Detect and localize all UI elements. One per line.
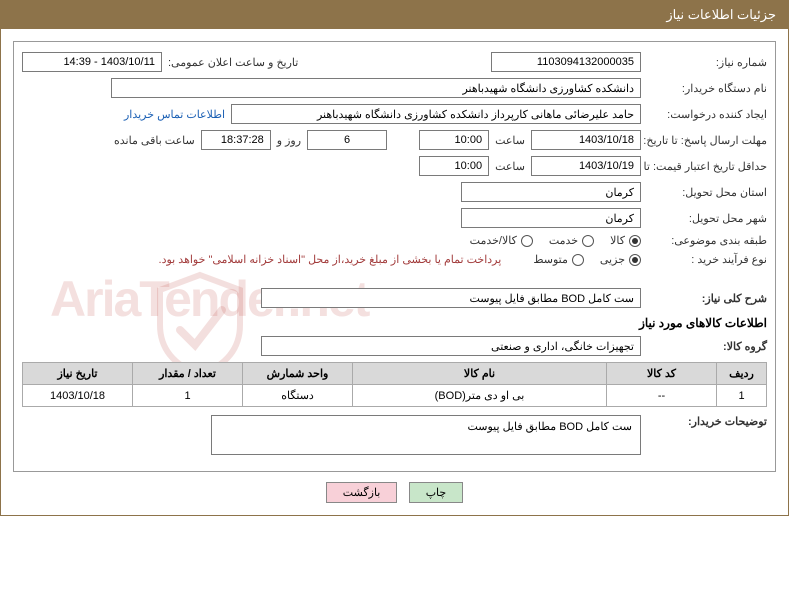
price-validity-label: حداقل تاریخ اعتبار قیمت: تا تاریخ: bbox=[647, 160, 767, 173]
radio-minor[interactable] bbox=[629, 254, 641, 266]
time-label-1: ساعت bbox=[495, 134, 525, 147]
delivery-city-label: شهر محل تحویل: bbox=[647, 212, 767, 225]
radio-goods[interactable] bbox=[629, 235, 641, 247]
panel-title: جزئیات اطلاعات نیاز bbox=[666, 7, 776, 22]
th-code: کد کالا bbox=[607, 363, 717, 385]
buyer-notes-box: ست کامل BOD مطابق فایل پیوست bbox=[211, 415, 641, 455]
process-type-label: نوع فرآیند خرید : bbox=[647, 253, 767, 266]
general-desc-field: ست کامل BOD مطابق فایل پیوست bbox=[261, 288, 641, 308]
requester-field: حامد علیرضائی ماهانی کارپرداز دانشکده کش… bbox=[231, 104, 641, 124]
reply-deadline-label: مهلت ارسال پاسخ: تا تاریخ: bbox=[647, 134, 767, 147]
delivery-province-label: استان محل تحویل: bbox=[647, 186, 767, 199]
main-info-section: شماره نیاز: 1103094132000035 تاریخ و ساع… bbox=[13, 41, 776, 472]
cell-unit: دستگاه bbox=[243, 385, 353, 407]
radio-service[interactable] bbox=[582, 235, 594, 247]
goods-table: ردیف کد کالا نام کالا واحد شمارش تعداد /… bbox=[22, 362, 767, 407]
contact-link[interactable]: اطلاعات تماس خریدار bbox=[124, 108, 225, 121]
announce-value: 1403/10/11 - 14:39 bbox=[22, 52, 162, 72]
price-validity-time: 10:00 bbox=[419, 156, 489, 176]
buyer-org-field: دانشکده کشاورزی دانشگاه شهیدباهنر bbox=[111, 78, 641, 98]
print-button[interactable]: چاپ bbox=[409, 482, 464, 503]
time-label-2: ساعت bbox=[495, 160, 525, 173]
reply-deadline-time: 10:00 bbox=[419, 130, 489, 150]
radio-medium[interactable] bbox=[572, 254, 584, 266]
cell-row: 1 bbox=[717, 385, 767, 407]
button-row: چاپ بازگشت bbox=[13, 482, 776, 503]
buyer-notes-label: توضیحات خریدار: bbox=[647, 415, 767, 428]
need-number-field: 1103094132000035 bbox=[491, 52, 641, 72]
cell-date: 1403/10/18 bbox=[23, 385, 133, 407]
delivery-city-field: کرمان bbox=[461, 208, 641, 228]
cell-code: -- bbox=[607, 385, 717, 407]
th-qty: تعداد / مقدار bbox=[133, 363, 243, 385]
process-radio-group: جزیی متوسط bbox=[533, 253, 641, 266]
price-validity-date: 1403/10/19 bbox=[531, 156, 641, 176]
cell-name: بی او دی متر(BOD) bbox=[353, 385, 607, 407]
th-unit: واحد شمارش bbox=[243, 363, 353, 385]
th-name: نام کالا bbox=[353, 363, 607, 385]
need-number-label: شماره نیاز: bbox=[647, 56, 767, 69]
th-date: تاریخ نیاز bbox=[23, 363, 133, 385]
announce-label: تاریخ و ساعت اعلان عمومی: bbox=[168, 56, 298, 69]
buyer-org-label: نام دستگاه خریدار: bbox=[647, 82, 767, 95]
countdown-time: 18:37:28 bbox=[201, 130, 271, 150]
panel-header: جزئیات اطلاعات نیاز bbox=[1, 1, 788, 29]
requester-label: ایجاد کننده درخواست: bbox=[647, 108, 767, 121]
category-label: طبقه بندی موضوعی: bbox=[647, 234, 767, 247]
goods-group-field: تجهیزات خانگی، اداری و صنعتی bbox=[261, 336, 641, 356]
days-remaining: 6 bbox=[307, 130, 387, 150]
radio-goods-service[interactable] bbox=[521, 235, 533, 247]
general-desc-label: شرح کلی نیاز: bbox=[647, 292, 767, 305]
goods-info-title: اطلاعات کالاهای مورد نیاز bbox=[22, 316, 767, 330]
remaining-label: ساعت باقی مانده bbox=[114, 134, 195, 147]
cell-qty: 1 bbox=[133, 385, 243, 407]
delivery-province-field: کرمان bbox=[461, 182, 641, 202]
category-radio-group: کالا خدمت کالا/خدمت bbox=[470, 234, 641, 247]
table-row: 1 -- بی او دی متر(BOD) دستگاه 1 1403/10/… bbox=[23, 385, 767, 407]
reply-deadline-date: 1403/10/18 bbox=[531, 130, 641, 150]
th-row: ردیف bbox=[717, 363, 767, 385]
days-label: روز و bbox=[277, 134, 301, 147]
goods-group-label: گروه کالا: bbox=[647, 340, 767, 353]
back-button[interactable]: بازگشت bbox=[326, 482, 398, 503]
payment-note: پرداخت تمام یا بخشی از مبلغ خرید،از محل … bbox=[159, 253, 502, 266]
